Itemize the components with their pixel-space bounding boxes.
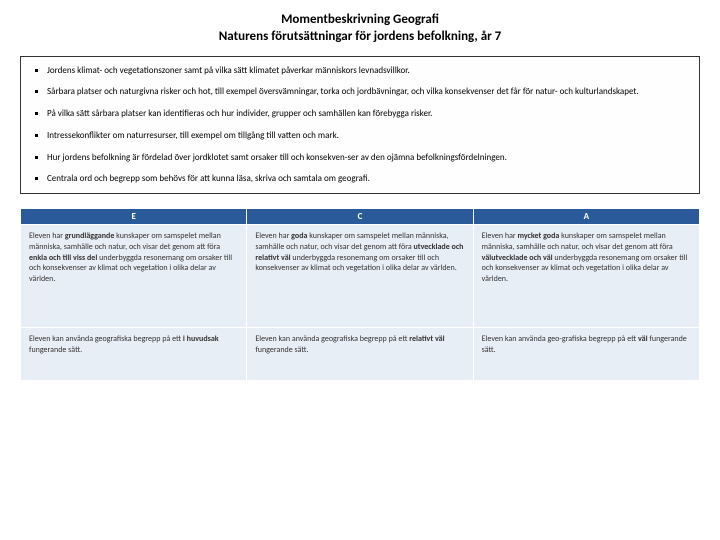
bold-text: väl	[638, 334, 648, 344]
bullet-item: Sårbara platser och naturgivna risker oc…	[47, 86, 689, 98]
grade-header-row: E C A	[21, 208, 700, 224]
text: fungerande sätt.	[29, 345, 82, 355]
grade-header-c: C	[247, 208, 473, 224]
bullet-item: Jordens klimat- och vegetationszoner sam…	[47, 65, 689, 77]
bullets-list: Jordens klimat- och vegetationszoner sam…	[31, 65, 689, 185]
bullet-item: På vilka sätt sårbara platser kan identi…	[47, 108, 689, 120]
grade-cell-e2: Eleven kan använda geografiska begrepp p…	[21, 327, 247, 380]
bold-text: välutvecklade och väl	[482, 253, 553, 263]
text: Eleven har	[482, 231, 518, 241]
grade-cell-a1: Eleven har mycket goda kunskaper om sams…	[473, 224, 699, 327]
grade-header-a: A	[473, 208, 699, 224]
bold-text: mycket goda	[518, 231, 560, 241]
title-line-1: Momentbeskrivning Geografi	[20, 12, 700, 29]
bold-text: i huvudsak	[183, 334, 219, 344]
text: Eleven kan använda geografiska begrepp p…	[255, 334, 409, 344]
text: Eleven kan använda geografiska begrepp p…	[29, 334, 183, 344]
grade-header-e: E	[21, 208, 247, 224]
bold-text: enkla och till viss del	[29, 253, 97, 263]
text: Eleven har	[29, 231, 65, 241]
text: Eleven kan använda geo-grafiska begrepp …	[482, 334, 638, 344]
grade-cell-e1: Eleven har grundläggande kunskaper om sa…	[21, 224, 247, 327]
bullet-item: Intressekonflikter om naturresurser, til…	[47, 130, 689, 142]
text: fungerande sätt.	[255, 345, 308, 355]
bullet-item: Centrala ord och begrepp som behövs för …	[47, 173, 689, 185]
bullet-item: Hur jordens befolkning är fördelad över …	[47, 152, 689, 164]
grade-row-1: Eleven har grundläggande kunskaper om sa…	[21, 224, 700, 327]
grade-table: E C A Eleven har grundläggande kunskaper…	[20, 208, 700, 381]
text: Eleven har	[255, 231, 291, 241]
bold-text: grundläggande	[65, 231, 115, 241]
grade-cell-c1: Eleven har goda kunskaper om samspelet m…	[247, 224, 473, 327]
grade-row-2: Eleven kan använda geografiska begrepp p…	[21, 327, 700, 380]
bold-text: relativt väl	[409, 334, 444, 344]
title-line-2: Naturens förutsättningar för jordens bef…	[20, 29, 700, 46]
bold-text: goda	[291, 231, 307, 241]
grade-cell-a2: Eleven kan använda geo-grafiska begrepp …	[473, 327, 699, 380]
bullets-box: Jordens klimat- och vegetationszoner sam…	[20, 56, 700, 194]
grade-cell-c2: Eleven kan använda geografiska begrepp p…	[247, 327, 473, 380]
title-block: Momentbeskrivning Geografi Naturens föru…	[20, 12, 700, 46]
